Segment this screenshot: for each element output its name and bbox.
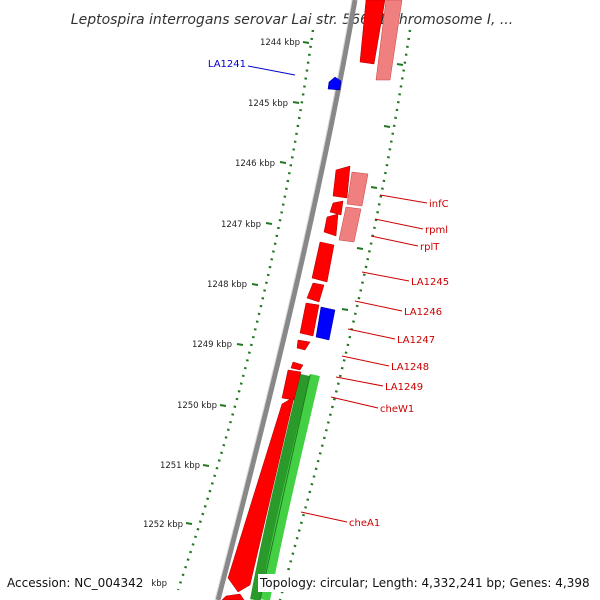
scale-tick — [396, 63, 404, 66]
scale-tick — [341, 308, 349, 311]
gene-label-la1248: LA1248 — [391, 362, 429, 373]
scale-label: 1248 kbp — [207, 280, 247, 290]
scale-ticks: 1244 kbp 1245 kbp 1246 kbp 1247 kbp 1248… — [143, 38, 404, 589]
gene-label-la1245: LA1245 — [411, 277, 449, 288]
gene-label-la1241: LA1241 — [208, 59, 246, 70]
scale-label: 1246 kbp — [235, 159, 275, 169]
gene-labels: LA1241 infC rpml rplT LA1245 LA1246 LA12… — [208, 59, 449, 529]
gene-blue — [327, 76, 342, 91]
accession-text: Accession: NC_004342 — [7, 574, 148, 592]
gene-red — [359, 0, 386, 65]
gene-label-infc: infC — [429, 199, 449, 210]
gene-red — [323, 213, 339, 237]
scale-tick — [251, 283, 259, 286]
gene-red — [311, 241, 335, 283]
gene-pink — [338, 206, 362, 243]
gene-label-rpml: rpml — [425, 225, 448, 236]
gene-label-chew1: cheW1 — [380, 404, 414, 415]
leader-line — [330, 396, 379, 409]
gene-label-la1246: LA1246 — [404, 307, 442, 318]
gene-pink — [346, 171, 369, 207]
gene-blue — [315, 306, 336, 341]
topology-text: Topology: circular; Length: 4,332,241 bp… — [258, 574, 590, 592]
leader-line — [370, 235, 419, 247]
gene-red — [299, 302, 320, 337]
blue-features — [315, 76, 342, 341]
scale-ring — [176, 29, 412, 600]
scale-tick — [292, 101, 300, 104]
gene-red — [332, 165, 351, 199]
leader-line — [335, 376, 384, 387]
pink-genes — [338, 0, 403, 243]
leader-line — [300, 511, 348, 523]
gene-label-rplt: rplT — [420, 242, 440, 253]
scale-label: 1247 kbp — [221, 220, 261, 230]
gene-label-chea1: cheA1 — [349, 518, 380, 529]
gene-red — [281, 369, 302, 401]
scale-label: 1251 kbp — [160, 461, 200, 471]
leader-line — [347, 328, 396, 340]
scale-tick — [302, 41, 310, 44]
label-leaders — [247, 65, 428, 523]
scale-label: 1244 kbp — [260, 38, 300, 48]
map-title: Leptospira interrogans serovar Lai str. … — [71, 12, 513, 28]
leader-line — [247, 65, 296, 76]
gene-red — [227, 396, 295, 593]
scale-label: 1249 kbp — [192, 340, 232, 350]
cds-track — [250, 373, 320, 600]
leader-line — [341, 355, 390, 367]
gene-red — [329, 200, 344, 216]
gene-red — [290, 361, 304, 371]
scale-label: kbp — [151, 579, 167, 589]
scale-tick — [279, 161, 287, 164]
gene-pink — [375, 0, 403, 81]
leader-line — [374, 218, 424, 230]
gene-label-la1247: LA1247 — [397, 335, 435, 346]
leader-line — [379, 194, 428, 204]
scale-tick — [219, 404, 227, 407]
scale-tick — [356, 247, 364, 250]
scale-tick — [370, 186, 378, 189]
scale-tick — [265, 222, 273, 225]
scale-label: 1252 kbp — [143, 520, 183, 530]
leader-line — [361, 271, 410, 282]
gene-red — [296, 339, 311, 351]
scale-tick — [236, 343, 244, 346]
scale-tick — [202, 464, 210, 467]
gene-label-la1249: LA1249 — [385, 382, 423, 393]
scale-label: 1250 kbp — [177, 401, 217, 411]
gene-red — [306, 282, 325, 303]
gene-red — [221, 593, 245, 600]
scale-tick — [383, 125, 391, 128]
leader-line — [354, 300, 403, 312]
red-genes — [221, 0, 386, 600]
scale-label: 1245 kbp — [248, 99, 288, 109]
scale-tick — [185, 522, 193, 525]
